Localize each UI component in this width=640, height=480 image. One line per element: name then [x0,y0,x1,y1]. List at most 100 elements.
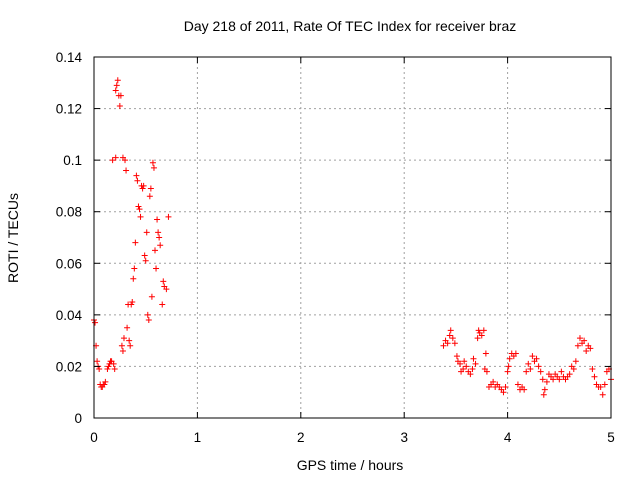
data-point [118,342,125,349]
y-tick-label: 0 [74,411,82,426]
data-point [135,203,142,210]
data-point [150,164,157,171]
data-point [490,378,497,385]
data-point [157,242,164,249]
y-tick-label: 0.14 [56,50,83,65]
data-point [139,185,146,192]
y-tick-label: 0.02 [56,359,82,374]
data-point [143,229,150,236]
data-point [472,360,479,367]
data-point [502,384,509,391]
plot-frame [93,56,612,419]
grid [94,57,611,418]
x-axis-label: GPS time / hours [297,457,404,473]
data-point [109,157,116,164]
x-tick-labels: 0 1 2 3 4 5 [90,430,615,445]
data-point [165,213,172,220]
data-point [127,342,134,349]
x-tick-label: 2 [297,430,305,445]
data-point [163,286,170,293]
data-point [137,213,144,220]
data-point [512,350,519,357]
data-point [111,366,118,373]
data-point [124,324,131,331]
data-point [500,389,507,396]
data-point [480,327,487,334]
data-point [132,239,139,246]
data-point [540,391,547,398]
data-point [136,206,143,213]
data-point [449,335,456,342]
data-point [92,319,99,326]
data-point [570,366,577,373]
y-tick-label: 0.1 [63,153,82,168]
y-axis-label: ROTI / TECUs [5,193,21,283]
data-point [126,337,133,344]
data-point [144,311,151,318]
data-point [574,342,581,349]
data-point [128,301,135,308]
data-point [558,368,565,375]
data-point [146,193,153,200]
data-point [543,378,550,385]
data-point [527,366,534,373]
data-point [504,368,511,375]
data-point [446,332,453,339]
data-point [154,216,161,223]
data-points [91,77,614,398]
data-point [505,363,512,370]
x-tick-label: 1 [194,430,202,445]
data-point [447,327,454,334]
data-point [148,293,155,300]
data-point [572,358,579,365]
data-point [514,381,521,388]
data-point [141,252,148,259]
data-point [525,360,532,367]
data-point [482,350,489,357]
data-point [576,335,583,342]
data-point [140,182,147,189]
data-point [104,366,111,373]
data-point [541,386,548,393]
data-point [453,353,460,360]
data-point [114,77,121,84]
data-point [123,167,130,174]
data-point [581,337,588,344]
data-point [145,317,152,324]
data-point [467,371,474,378]
data-point [122,157,129,164]
data-point [102,378,109,385]
data-point [101,381,108,388]
data-point [96,366,103,373]
data-point [529,353,536,360]
data-point [537,368,544,375]
y-tick-label: 0.12 [56,102,82,117]
data-point [152,247,159,254]
data-point [523,368,530,375]
y-tick-label: 0.08 [56,205,82,220]
data-point [110,360,117,367]
y-tick-label: 0.06 [56,256,82,271]
data-point [113,82,120,89]
data-point [129,298,136,305]
data-point [474,335,481,342]
data-point [478,332,485,339]
data-point [112,154,119,161]
data-point [533,355,540,362]
data-point [119,347,126,354]
data-point [142,257,149,264]
data-point [556,376,563,383]
data-point [160,278,167,285]
data-point [601,381,608,388]
data-point [589,366,596,373]
data-point [470,355,477,362]
data-point [460,366,467,373]
data-point [461,358,468,365]
data-point [117,92,124,99]
data-point [599,391,606,398]
data-point [583,347,590,354]
data-point [149,159,156,166]
data-point [587,345,594,352]
data-point [112,87,119,94]
